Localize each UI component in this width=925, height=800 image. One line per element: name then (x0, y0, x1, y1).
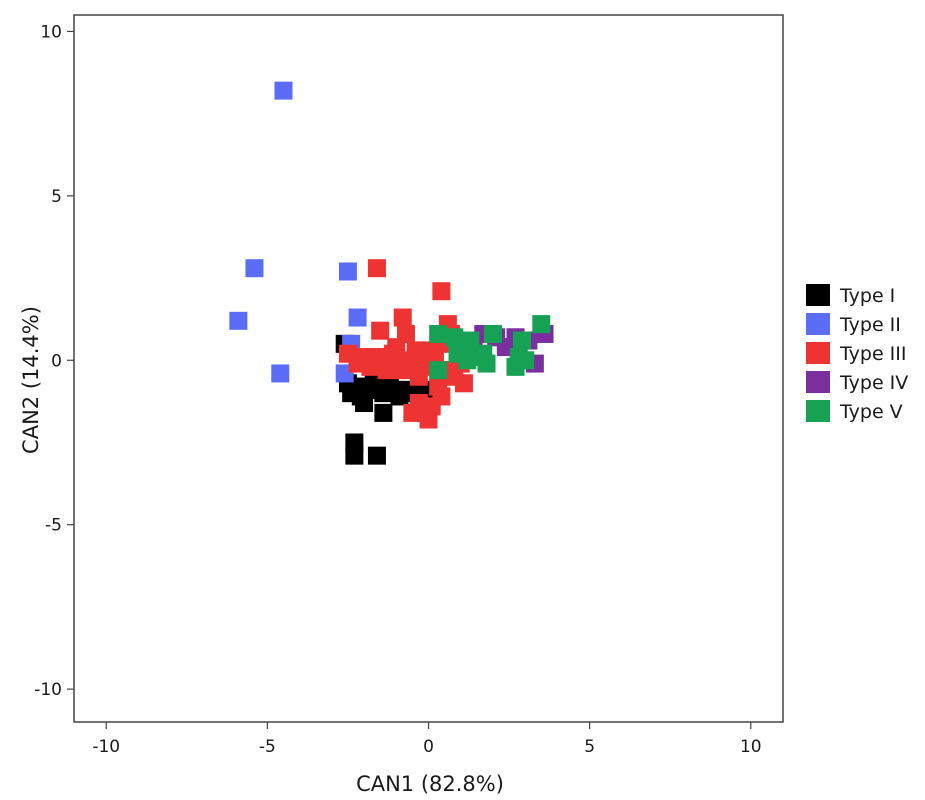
point-type-iii (393, 308, 412, 327)
legend-label-type-iii: Type III (839, 343, 907, 365)
point-type-v (483, 324, 502, 343)
x-tick-label: 5 (584, 737, 595, 757)
point-type-iii (371, 321, 390, 340)
point-type-v (429, 361, 448, 380)
point-type-ii (338, 262, 357, 281)
y-tick-label: 5 (51, 187, 62, 207)
y-axis-label: CAN2 (14.4%) (19, 306, 43, 454)
x-tick-label: 0 (423, 737, 434, 757)
point-type-i (351, 387, 370, 406)
point-type-ii (245, 259, 264, 278)
legend: Type I Type II Type III Type IV Type V (806, 284, 908, 423)
point-type-iii (409, 367, 428, 386)
x-tick-label: -5 (259, 737, 276, 757)
y-tick-label: 10 (40, 22, 62, 42)
point-type-i (345, 446, 364, 465)
x-tick-label: -10 (92, 737, 120, 757)
point-type-iii (387, 338, 406, 357)
point-type-v (512, 331, 531, 350)
point-type-ii (274, 81, 293, 100)
point-type-ii (271, 364, 290, 383)
legend-swatch-type-i (806, 284, 830, 306)
point-type-v (506, 357, 525, 376)
legend-swatch-type-v (806, 400, 830, 422)
legend-label-type-iv: Type IV (839, 372, 908, 394)
point-type-iii (432, 282, 451, 301)
legend-swatch-type-ii (806, 313, 830, 335)
point-type-iii (367, 259, 386, 278)
x-axis-label: CAN1 (82.8%) (356, 772, 504, 796)
point-type-ii (348, 308, 367, 327)
legend-swatch-type-iii (806, 342, 830, 364)
point-type-v (532, 315, 551, 334)
legend-label-type-i: Type I (839, 285, 895, 307)
point-type-i (374, 403, 393, 422)
point-type-v (477, 354, 496, 373)
x-tick-label: 10 (740, 737, 762, 757)
x-axis-ticks: -10 -5 0 5 10 (92, 722, 762, 757)
legend-swatch-type-iv (806, 371, 830, 393)
legend-label-type-ii: Type II (839, 314, 901, 336)
y-tick-label: 0 (51, 351, 62, 371)
y-axis-ticks: -10 -5 0 5 10 (34, 22, 74, 700)
legend-label-type-v: Type V (839, 401, 903, 423)
point-type-iii (393, 361, 412, 380)
y-tick-label: -5 (45, 516, 62, 536)
point-type-v (429, 324, 448, 343)
point-type-iii (432, 387, 451, 406)
point-type-v (458, 351, 477, 370)
point-type-ii (229, 311, 248, 330)
point-type-iii (454, 374, 473, 393)
points-layer (229, 81, 554, 465)
y-tick-label: -10 (34, 680, 62, 700)
point-type-i (367, 446, 386, 465)
